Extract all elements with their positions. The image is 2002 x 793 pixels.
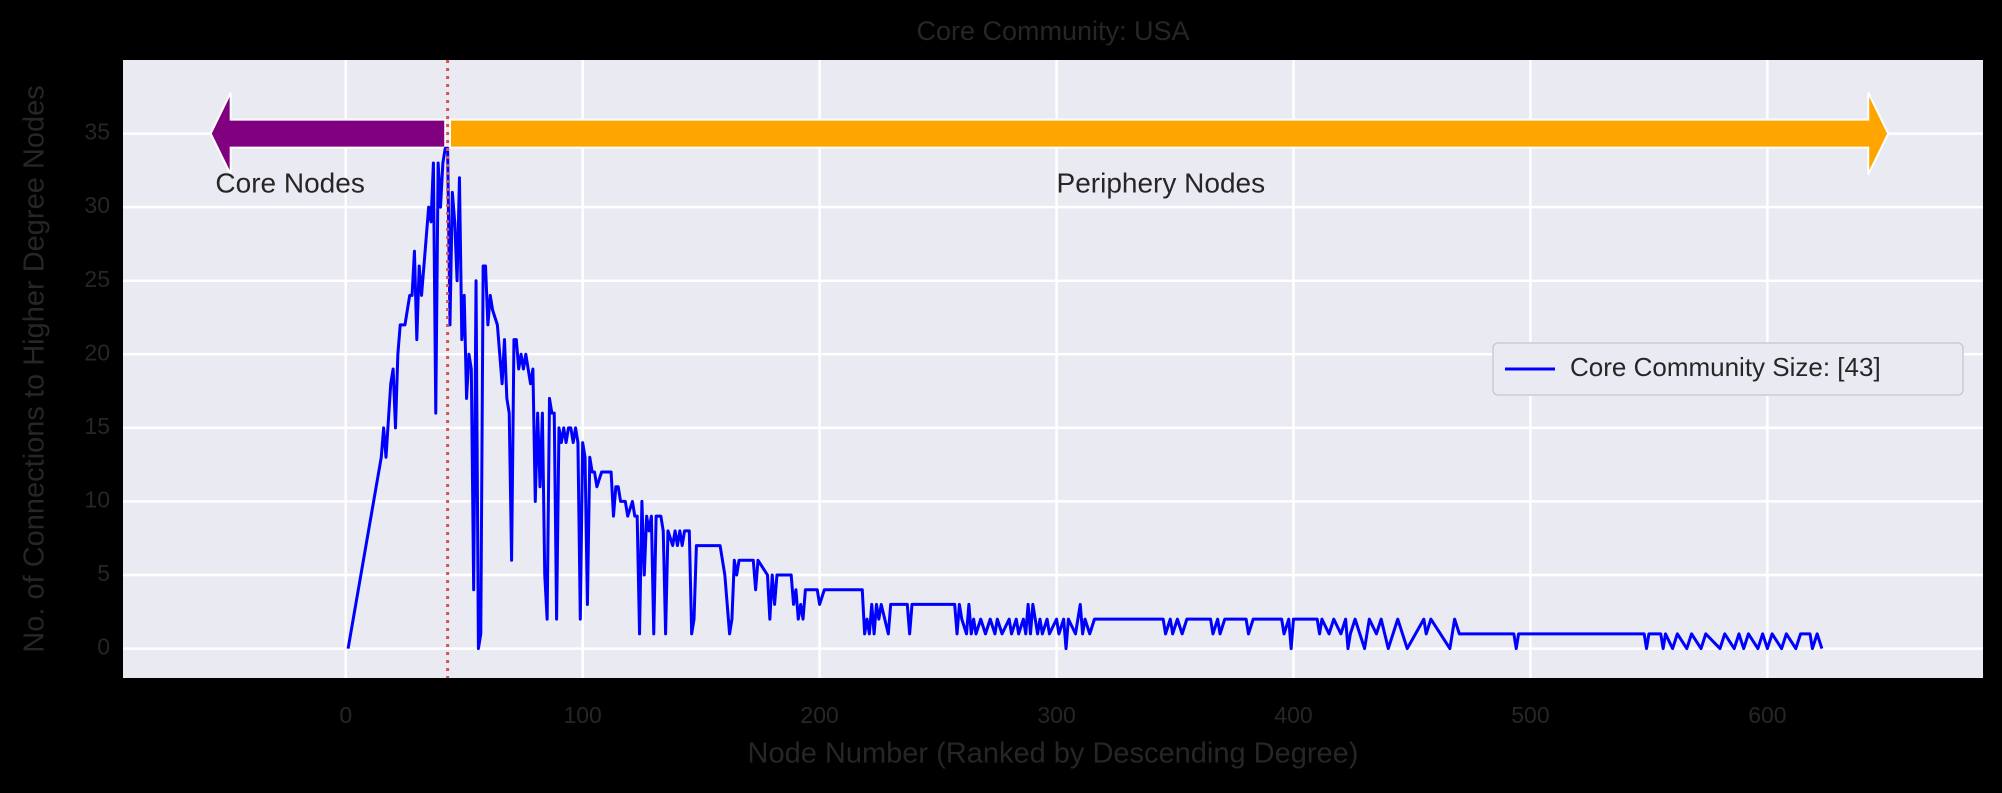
x-tick-label: 300 (1037, 702, 1075, 728)
y-tick-label: 30 (84, 192, 110, 218)
y-tick-label: 20 (84, 339, 110, 365)
arrow (448, 92, 1890, 176)
line-series (346, 146, 1824, 651)
y-axis-label: No. of Connections to Higher Degree Node… (19, 85, 51, 652)
y-tick-label: 10 (84, 487, 110, 513)
legend-label: Core Community Size: [43] (1570, 352, 1881, 382)
y-tick-label: 25 (84, 266, 110, 292)
legend-box (1492, 342, 1964, 396)
x-axis-label: Node Number (Ranked by Descending Degree… (748, 738, 1359, 770)
y-tick-label: 5 (97, 560, 110, 586)
arrow (209, 92, 447, 176)
x-tick-label: 400 (1274, 702, 1312, 728)
chart-title: Core Community: USA (916, 16, 1189, 46)
y-tick-label: 15 (84, 413, 110, 439)
x-tick-label: 600 (1748, 702, 1786, 728)
x-tick-label: 100 (563, 702, 601, 728)
x-tick-label: 200 (800, 702, 838, 728)
y-tick-label: 35 (84, 119, 110, 145)
annotation: Core Nodes (215, 167, 364, 198)
annotation: Periphery Nodes (1057, 167, 1266, 198)
x-tick-label: 500 (1511, 702, 1549, 728)
x-tick-label: 0 (339, 702, 352, 728)
y-tick-label: 0 (97, 634, 110, 660)
